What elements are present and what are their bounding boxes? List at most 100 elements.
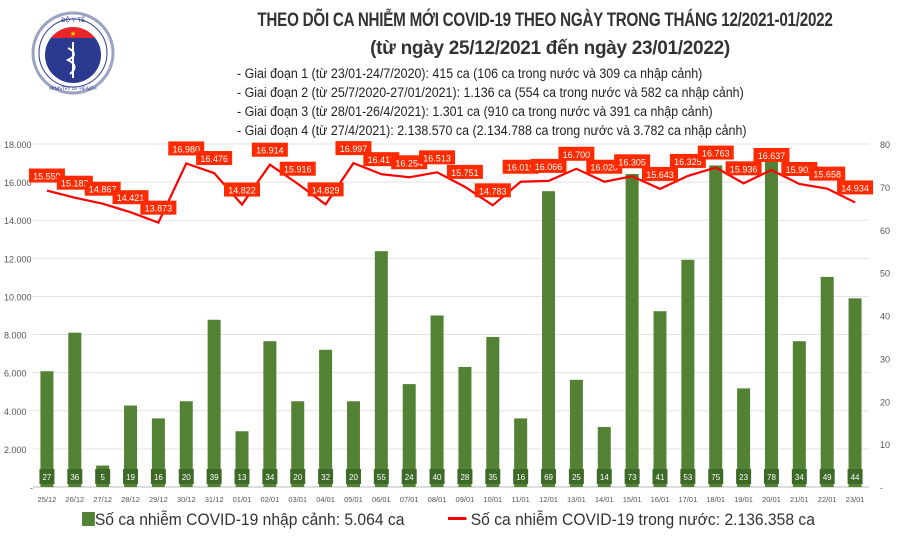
bar bbox=[374, 251, 388, 487]
line-value-label: 16.254 bbox=[395, 158, 423, 168]
bar-label-box bbox=[373, 469, 389, 484]
x-axis-tick: 20/01 bbox=[762, 495, 781, 504]
bar bbox=[569, 379, 583, 487]
bar bbox=[319, 349, 333, 487]
bar-label-box bbox=[123, 469, 139, 484]
bar-value-label: 55 bbox=[377, 473, 386, 482]
svg-text:★: ★ bbox=[70, 30, 76, 38]
line-label-box bbox=[781, 161, 818, 176]
bar-label-box bbox=[401, 469, 417, 484]
note-phase-3: - Giai đoạn 3 (từ 28/01-26/4/2021): 1.30… bbox=[237, 104, 713, 119]
bar-value-label: 32 bbox=[321, 473, 330, 482]
bar-label-box bbox=[429, 469, 445, 484]
bar-value-label: 41 bbox=[656, 473, 665, 482]
legend-bar-label: Số ca nhiễm COVID-19 nhập cảnh: 5.064 ca bbox=[94, 510, 405, 529]
bar bbox=[486, 336, 500, 487]
x-axis-tick: 08/01 bbox=[428, 495, 447, 504]
bar-label-box bbox=[206, 469, 222, 484]
left-axis-tick: 4.000 bbox=[4, 407, 27, 417]
bar-value-label: 19 bbox=[126, 473, 135, 482]
line-label-box bbox=[474, 183, 511, 198]
left-axis-tick: - bbox=[30, 483, 33, 493]
right-axis-tick: 20 bbox=[880, 397, 890, 407]
legend-line: Số ca nhiễm COVID-19 trong nước: 2.136.3… bbox=[448, 510, 815, 530]
x-axis-tick: 17/01 bbox=[678, 495, 697, 504]
bar-value-label: 78 bbox=[767, 473, 776, 482]
line-value-label: 15.559 bbox=[33, 172, 61, 182]
line-label-box bbox=[809, 166, 846, 181]
bar-label-box bbox=[345, 469, 361, 484]
bar-label-box bbox=[736, 469, 752, 484]
bar-value-label: 53 bbox=[683, 473, 692, 482]
x-axis-tick: 09/01 bbox=[456, 495, 475, 504]
bar-value-label: 44 bbox=[851, 473, 860, 482]
line-label-box bbox=[112, 190, 149, 205]
bar-value-label: 23 bbox=[739, 473, 748, 482]
line-value-label: 15.936 bbox=[730, 164, 758, 174]
x-axis-tick: 31/12 bbox=[205, 495, 224, 504]
bar-value-label: 20 bbox=[182, 473, 191, 482]
bar-value-label: 25 bbox=[572, 473, 581, 482]
bar-label-box bbox=[652, 469, 668, 484]
left-axis-tick: 16.000 bbox=[4, 178, 32, 188]
bar bbox=[291, 401, 305, 487]
note-phase-1: - Giai đoạn 1 (từ 23/01-24/7/2020): 415 … bbox=[237, 66, 703, 81]
bar-label-box bbox=[624, 469, 640, 484]
bar-label-box bbox=[847, 469, 863, 484]
bar bbox=[848, 298, 862, 487]
line-label-box bbox=[586, 159, 623, 174]
legend-bar-swatch bbox=[82, 512, 95, 526]
bar-value-label: 5 bbox=[100, 473, 105, 482]
x-axis-tick: 21/01 bbox=[790, 495, 809, 504]
line-label-box bbox=[307, 182, 344, 197]
line-value-label: 15.901 bbox=[786, 165, 814, 175]
bar bbox=[402, 384, 416, 487]
line-value-label: 16.980 bbox=[173, 144, 201, 154]
line-value-label: 16.997 bbox=[340, 144, 368, 154]
bar-value-label: 20 bbox=[349, 473, 358, 482]
bar-label-box bbox=[791, 469, 807, 484]
x-axis-tick: 01/01 bbox=[233, 495, 252, 504]
bar bbox=[625, 174, 639, 487]
bar-value-label: 39 bbox=[210, 473, 219, 482]
line-label-box bbox=[28, 168, 65, 183]
bar bbox=[681, 259, 695, 487]
line-label-box bbox=[530, 158, 567, 173]
line-value-label: 15.916 bbox=[284, 165, 312, 175]
bar bbox=[124, 405, 138, 487]
x-axis-tick: 29/12 bbox=[149, 495, 168, 504]
bar-label-box bbox=[234, 469, 250, 484]
bar-value-label: 35 bbox=[488, 473, 497, 482]
bar-label-box bbox=[95, 469, 111, 484]
left-axis-tick: 12.000 bbox=[4, 254, 32, 264]
x-axis-tick: 12/01 bbox=[539, 495, 558, 504]
left-axis-tick: 14.000 bbox=[4, 216, 32, 226]
bar-label-box bbox=[290, 469, 306, 484]
line-value-label: 15.751 bbox=[451, 168, 479, 178]
bar-value-label: 36 bbox=[70, 473, 79, 482]
bar-label-box bbox=[513, 469, 529, 484]
line-value-label: 14.934 bbox=[841, 183, 869, 193]
line-label-box bbox=[725, 161, 762, 176]
right-axis-tick: - bbox=[880, 483, 883, 493]
left-axis-tick: 6.000 bbox=[4, 369, 27, 379]
line-value-label: 16.066 bbox=[535, 162, 563, 172]
x-axis-tick: 27/12 bbox=[93, 495, 112, 504]
bar-value-label: 69 bbox=[544, 473, 553, 482]
x-axis-tick: 04/01 bbox=[316, 495, 335, 504]
line-label-box bbox=[753, 147, 790, 162]
line-value-label: 16.325 bbox=[674, 157, 702, 167]
x-axis-tick: 02/01 bbox=[260, 495, 279, 504]
bar bbox=[737, 388, 751, 487]
x-axis-tick: 28/12 bbox=[121, 495, 140, 504]
line-label-box bbox=[391, 155, 428, 170]
bar-value-label: 34 bbox=[795, 473, 804, 482]
line-label-box bbox=[419, 150, 456, 165]
ministry-of-health-logo: ★ BỘ Y TẾ MINISTRY OF HEALTH bbox=[31, 11, 115, 95]
right-axis-tick: 40 bbox=[880, 312, 890, 322]
bar-value-label: 73 bbox=[628, 473, 637, 482]
line-label-box bbox=[363, 152, 400, 167]
line-value-label: 16.513 bbox=[423, 153, 451, 163]
line-value-label: 16.637 bbox=[758, 151, 786, 161]
